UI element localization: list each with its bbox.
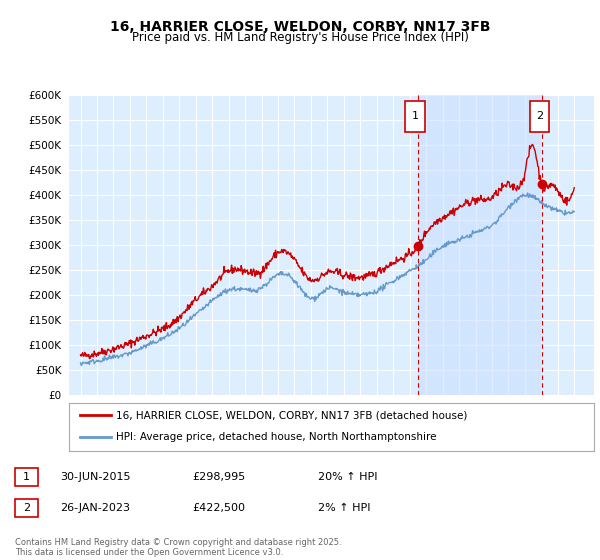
Text: Price paid vs. HM Land Registry's House Price Index (HPI): Price paid vs. HM Land Registry's House … <box>131 31 469 44</box>
Text: HPI: Average price, detached house, North Northamptonshire: HPI: Average price, detached house, Nort… <box>116 432 437 442</box>
Text: 30-JUN-2015: 30-JUN-2015 <box>60 472 131 482</box>
Text: Contains HM Land Registry data © Crown copyright and database right 2025.
This d: Contains HM Land Registry data © Crown c… <box>15 538 341 557</box>
Text: 1: 1 <box>412 111 418 121</box>
Text: 26-JAN-2023: 26-JAN-2023 <box>60 503 130 513</box>
Text: £422,500: £422,500 <box>192 503 245 513</box>
Text: 2: 2 <box>23 503 30 513</box>
Text: 1: 1 <box>23 472 30 482</box>
Text: 20% ↑ HPI: 20% ↑ HPI <box>318 472 377 482</box>
Text: 2% ↑ HPI: 2% ↑ HPI <box>318 503 371 513</box>
Text: £298,995: £298,995 <box>192 472 245 482</box>
Text: 2: 2 <box>536 111 543 121</box>
Text: 16, HARRIER CLOSE, WELDON, CORBY, NN17 3FB: 16, HARRIER CLOSE, WELDON, CORBY, NN17 3… <box>110 20 490 34</box>
Bar <box>418 95 542 395</box>
Text: 16, HARRIER CLOSE, WELDON, CORBY, NN17 3FB (detached house): 16, HARRIER CLOSE, WELDON, CORBY, NN17 3… <box>116 410 467 420</box>
